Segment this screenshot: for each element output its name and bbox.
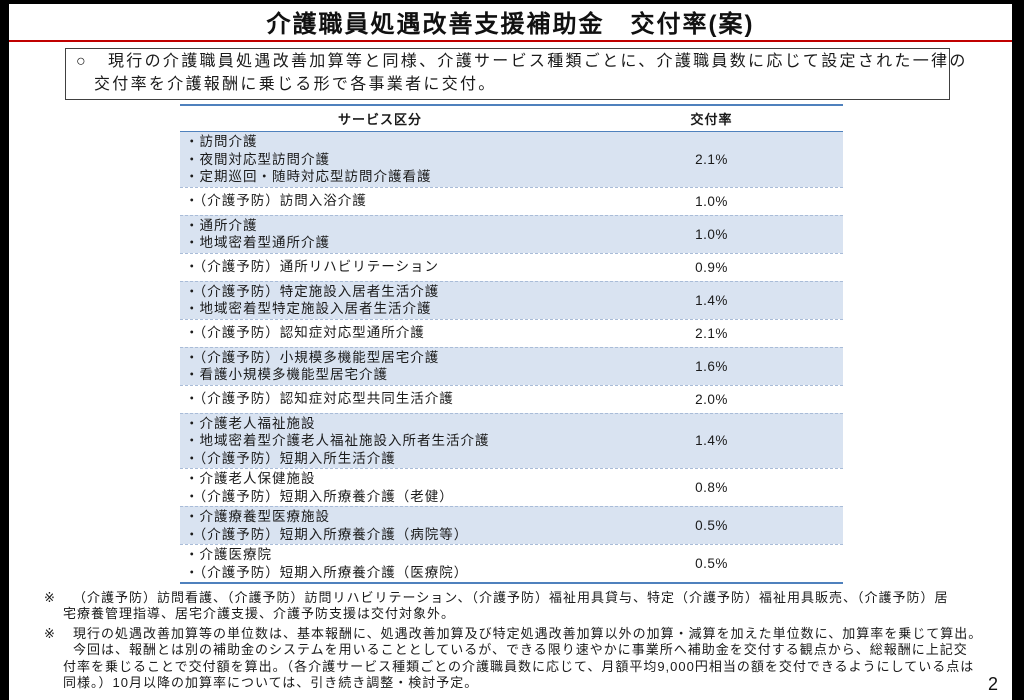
service-item: ・（介護予防）特定施設入居者生活介護 (185, 283, 440, 299)
footnote-line: 同様。）10月以降の加算率については、引き続き調整・検討予定。 (63, 674, 479, 690)
service-item: ・地域密着型特定施設入居者生活介護 (185, 301, 432, 316)
service-cell: ・介護老人保健施設 ・（介護予防）短期入所療養介護（老健） (180, 469, 580, 506)
title-underline (9, 40, 1012, 42)
footnote-line: （介護予防）訪問看護、（介護予防）訪問リハビリテーション、（介護予防）福祉用具貸… (73, 590, 949, 605)
table-header: サービス区分 交付率 (180, 104, 843, 132)
table-row: ・通所介護 ・地域密着型通所介護 1.0% (180, 214, 843, 253)
rate-value: 1.0% (695, 193, 728, 209)
table-row: ・介護医療院 ・（介護予防）短期入所療養介護（医療院） 0.5% (180, 544, 843, 582)
rate-value: 0.5% (695, 518, 728, 533)
intro-bullet: ○ (76, 53, 86, 70)
footnote-mark: ※ (44, 590, 55, 605)
footnote-line: 宅療養管理指導、居宅介護支援、介護予防支援は交付対象外。 (63, 606, 456, 622)
rate-value: 2.1% (695, 151, 728, 167)
table-row: ・（介護予防）認知症対応型共同生活介護 2.0% (180, 384, 843, 413)
intro-line: 現行の介護職員処遇改善加算等と同様、介護サービス種類ごとに、介護職員数に応じて設… (108, 53, 968, 70)
service-item: ・看護小規模多機能型居宅介護 (185, 367, 388, 382)
intro-line: 交付率を介護報酬に乗じる形で各事業者に交付。 (94, 76, 497, 93)
service-cell: ・（介護予防）通所リハビリテーション (180, 257, 580, 277)
footnote: ※ 現行の処遇改善加算等の単位数は、基本報酬に、処遇改善加算及び特定処遇改善加算… (9, 626, 1012, 691)
service-item: ・（介護予防）短期入所療養介護（病院等） (185, 526, 469, 542)
rate-value: 1.4% (695, 292, 728, 308)
header-service: サービス区分 (337, 112, 422, 127)
service-item: ・（介護予防）認知症対応型通所介護 (185, 325, 425, 341)
service-cell: ・（介護予防）認知症対応型通所介護 (180, 323, 580, 343)
footnote-line: 今回は、報酬とは別の補助金のシステムを用いることとしているが、できる限り速やかに… (73, 642, 968, 658)
service-cell: ・介護療養型医療施設 ・（介護予防）短期入所療養介護（病院等） (180, 507, 580, 544)
service-cell: ・（介護予防）特定施設入居者生活介護 ・地域密着型特定施設入居者生活介護 (180, 282, 580, 319)
service-item: ・介護老人福祉施設 (185, 415, 316, 431)
service-item: ・（介護予防）認知症対応型共同生活介護 (185, 391, 454, 407)
service-item: ・介護老人保健施設 (185, 471, 316, 486)
service-item: ・（介護予防）小規模多機能型居宅介護 (185, 349, 440, 365)
table-row: ・（介護予防）訪問入浴介護 1.0% (180, 186, 843, 215)
header-rate: 交付率 (690, 112, 733, 127)
rate-value: 1.4% (695, 433, 728, 449)
table-row: ・（介護予防）通所リハビリテーション 0.9% (180, 252, 843, 281)
footnote-mark: ※ (44, 625, 55, 641)
service-cell: ・通所介護 ・地域密着型通所介護 (180, 216, 580, 253)
service-item: ・（介護予防）訪問入浴介護 (185, 193, 367, 209)
rate-value: 2.1% (695, 325, 728, 341)
rate-value: 1.6% (695, 358, 728, 374)
service-cell: ・（介護予防）認知症対応型共同生活介護 (180, 389, 580, 409)
intro-box: ○ 現行の介護職員処遇改善加算等と同様、介護サービス種類ごとに、介護職員数に応じ… (65, 48, 965, 100)
rate-value: 0.8% (695, 480, 728, 495)
table-row: ・（介護予防）小規模多機能型居宅介護 ・看護小規模多機能型居宅介護 1.6% (180, 346, 843, 385)
table-row: ・訪問介護 ・夜間対応型訪問介護 ・定期巡回・随時対応型訪問介護看護 2.1% (180, 132, 843, 187)
footnotes: ※ （介護予防）訪問看護、（介護予防）訪問リハビリテーション、（介護予防）福祉用… (9, 590, 1012, 691)
table-row: ・（介護予防）特定施設入居者生活介護 ・地域密着型特定施設入居者生活介護 1.4… (180, 280, 843, 319)
service-item: ・地域密着型介護老人福祉施設入所者生活介護 (185, 433, 490, 448)
service-item: ・地域密着型通所介護 (185, 235, 330, 250)
rate-value: 0.5% (695, 556, 728, 571)
rate-value: 0.9% (695, 259, 728, 275)
footnote-line: 現行の処遇改善加算等の単位数は、基本報酬に、処遇改善加算及び特定処遇改善加算以外… (73, 625, 983, 641)
rate-value: 2.0% (695, 391, 728, 407)
footnote: ※ （介護予防）訪問看護、（介護予防）訪問リハビリテーション、（介護予防）福祉用… (9, 590, 1012, 623)
service-item: ・（介護予防）短期入所生活介護 (185, 450, 396, 466)
table-row: ・介護老人保健施設 ・（介護予防）短期入所療養介護（老健） 0.8% (180, 468, 843, 506)
service-item: ・通所介護 (185, 217, 258, 233)
service-item: ・訪問介護 (185, 134, 258, 149)
service-item: ・（介護予防）短期入所療養介護（医療院） (185, 564, 469, 580)
service-item: ・介護医療院 (185, 547, 272, 562)
service-cell: ・介護医療院 ・（介護予防）短期入所療養介護（医療院） (180, 545, 580, 582)
table-body: ・訪問介護 ・夜間対応型訪問介護 ・定期巡回・随時対応型訪問介護看護 2.1% … (180, 132, 843, 584)
rate-value: 1.0% (695, 226, 728, 242)
table-row: ・（介護予防）認知症対応型通所介護 2.1% (180, 318, 843, 347)
service-cell: ・訪問介護 ・夜間対応型訪問介護 ・定期巡回・随時対応型訪問介護看護 (180, 132, 580, 187)
page-number: 2 (987, 674, 998, 694)
rate-table: サービス区分 交付率 ・訪問介護 ・夜間対応型訪問介護 ・定期巡回・随時対応型訪… (180, 104, 843, 584)
service-item: ・夜間対応型訪問介護 (185, 151, 330, 167)
footnote-line: 付率を乗じることで交付額を算出。（各介護サービス種類ごとの介護職員数に応じて、月… (63, 658, 975, 674)
table-row: ・介護療養型医療施設 ・（介護予防）短期入所療養介護（病院等） 0.5% (180, 506, 843, 544)
page-title: 介護職員処遇改善支援補助金 交付率(案) (266, 11, 755, 38)
service-item: ・介護療養型医療施設 (185, 509, 330, 524)
table-row: ・介護老人福祉施設 ・地域密着型介護老人福祉施設入所者生活介護 ・（介護予防）短… (180, 412, 843, 469)
service-item: ・定期巡回・随時対応型訪問介護看護 (185, 169, 432, 184)
service-cell: ・介護老人福祉施設 ・地域密着型介護老人福祉施設入所者生活介護 ・（介護予防）短… (180, 414, 580, 469)
service-cell: ・（介護予防）小規模多機能型居宅介護 ・看護小規模多機能型居宅介護 (180, 348, 580, 385)
service-cell: ・（介護予防）訪問入浴介護 (180, 191, 580, 211)
service-item: ・（介護予防）通所リハビリテーション (185, 259, 439, 275)
service-item: ・（介護予防）短期入所療養介護（老健） (185, 488, 454, 504)
slide: 介護職員処遇改善支援補助金 交付率(案) ○ 現行の介護職員処遇改善加算等と同様… (9, 4, 1012, 700)
